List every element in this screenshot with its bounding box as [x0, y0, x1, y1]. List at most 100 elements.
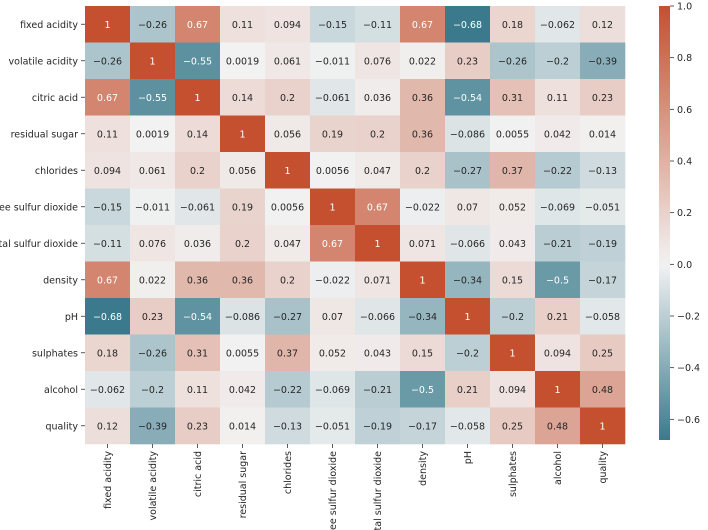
cell-value-label: −0.54 [183, 312, 212, 323]
cell-value-label: 0.022 [139, 275, 166, 286]
heatmap-cell [265, 407, 311, 445]
heatmap-cell [445, 334, 491, 372]
heatmap-cell [220, 371, 266, 408]
cell-value-label: 0.014 [229, 421, 256, 432]
cell-value-label: 0.14 [187, 129, 208, 140]
heatmap-cell [265, 188, 311, 226]
heatmap-cell [535, 152, 581, 189]
y-tick-label: residual sugar [11, 129, 78, 140]
cell-value-label: −0.051 [315, 421, 350, 432]
cell-value-label: −0.34 [453, 275, 482, 286]
cell-value-label: −0.19 [363, 421, 392, 432]
cell-value-label: −0.062 [540, 20, 575, 31]
heatmap-cell [85, 407, 131, 445]
colorbar-tick-label: 0.2 [677, 208, 692, 219]
heatmap-cell [310, 188, 356, 226]
heatmap-cell [175, 298, 221, 335]
column-labels: fixed acidity volatile acidity citric acid… [103, 444, 609, 530]
cell-value-label: 0.36 [187, 275, 208, 286]
heatmap-cell [220, 79, 266, 116]
heatmap-cell [400, 407, 446, 445]
cell-value-label: 0.2 [280, 93, 295, 104]
cell-value-label: 0.2 [415, 166, 430, 177]
cell-value-label: 0.36 [232, 275, 253, 286]
cell-value-label: 0.094 [274, 20, 301, 31]
cell-value-label: −0.22 [543, 166, 572, 177]
y-tick-label: quality [46, 421, 79, 432]
heatmap-cell [355, 334, 401, 372]
cell-value-label: −0.15 [93, 202, 122, 213]
cell-value-label: 0.0055 [496, 129, 529, 140]
heatmap-cell [535, 79, 581, 116]
cell-value-label: 1 [554, 385, 560, 396]
cell-value-label: 0.36 [412, 93, 433, 104]
heatmap-cell [490, 152, 536, 189]
heatmap-cell [445, 115, 491, 153]
heatmap-cell [580, 407, 626, 445]
heatmap-cell [355, 407, 401, 445]
heatmap-cell [175, 225, 221, 262]
heatmap-cell [490, 115, 536, 153]
cell-value-label: 1 [374, 239, 380, 250]
heatmap-cell [265, 298, 311, 335]
colorbar-gradient [659, 6, 670, 440]
x-tick-label: pH [463, 451, 474, 464]
heatmap-cell [85, 79, 131, 116]
heatmap-cell [220, 188, 266, 226]
heatmap-cell [490, 42, 536, 80]
heatmap-cell [445, 188, 491, 226]
heatmap-cell [265, 152, 311, 189]
heatmap-cell [445, 152, 491, 189]
heatmap-cell [310, 152, 356, 189]
heatmap-cell [580, 79, 626, 116]
cell-value-label: 0.37 [502, 166, 523, 177]
colorbar-tick-label: −0.2 [677, 312, 700, 323]
heatmap-cell [310, 261, 356, 299]
cell-value-label: −0.058 [450, 421, 485, 432]
heatmap-cell [445, 298, 491, 335]
heatmap-cell [355, 152, 401, 189]
cell-value-label: 0.047 [364, 166, 391, 177]
heatmap-cell [130, 42, 176, 80]
cell-value-label: −0.069 [315, 385, 350, 396]
cell-value-label: 0.2 [190, 166, 205, 177]
cell-value-label: −0.19 [588, 239, 617, 250]
heatmap-cell [355, 188, 401, 226]
heatmap-cell [220, 334, 266, 372]
heatmap-cell [535, 225, 581, 262]
cell-value-label: −0.39 [138, 421, 167, 432]
colorbar-tick-label: −0.4 [677, 363, 700, 374]
cell-value-label: −0.5 [546, 275, 569, 286]
cell-value-label: 0.25 [592, 348, 613, 359]
heatmap-cell [535, 298, 581, 335]
heatmap-cell [580, 188, 626, 226]
heatmap-cell [265, 115, 311, 153]
heatmap-cell [265, 225, 311, 262]
row-labels: fixed acidity volatile acidity citric acid… [0, 20, 85, 432]
cell-value-label: 0.056 [274, 129, 301, 140]
heatmap-cell [490, 371, 536, 408]
y-tick-label: total sulfur dioxide [0, 239, 78, 250]
heatmap-cell [445, 42, 491, 80]
heatmap-cell [535, 261, 581, 299]
y-tick-label: citric acid [32, 93, 78, 104]
heatmap-cell [220, 407, 266, 445]
heatmap-cell [400, 115, 446, 153]
cell-value-label: 1 [149, 56, 155, 67]
heatmap-cell [175, 334, 221, 372]
heatmap-cell [175, 188, 221, 226]
x-tick-label: volatile acidity [148, 451, 159, 521]
cell-value-label: 0.67 [187, 20, 208, 31]
cell-value-label: −0.2 [456, 348, 479, 359]
heatmap-cell [130, 225, 176, 262]
heatmap-cell [310, 115, 356, 153]
heatmap-cell [490, 407, 536, 445]
cell-value-label: −0.15 [318, 20, 347, 31]
cell-value-label: 0.23 [457, 56, 478, 67]
cell-value-label: 0.047 [274, 239, 301, 250]
heatmap-cell [490, 6, 536, 43]
x-tick-label: density [418, 451, 429, 486]
cell-value-label: 0.67 [97, 93, 118, 104]
cell-value-label: 0.043 [364, 348, 391, 359]
cell-value-label: −0.5 [411, 385, 434, 396]
